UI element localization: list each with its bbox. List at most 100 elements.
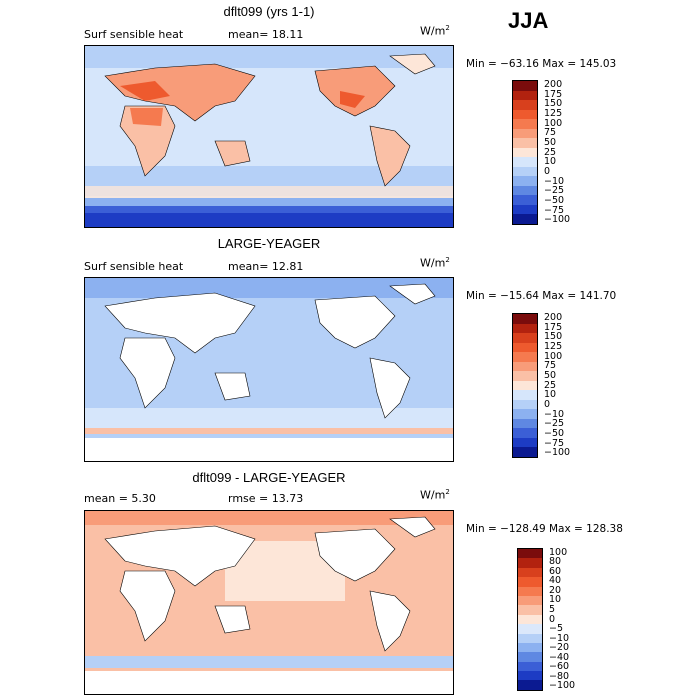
colorbar-tick-label: −60 [549, 661, 570, 673]
colorbar-tick-label: −75 [544, 437, 565, 449]
colorbar-swatch [513, 352, 537, 362]
colorbar-tick-label: 175 [544, 321, 563, 333]
colorbar-swatch [513, 119, 537, 129]
colorbar-swatch [513, 166, 537, 177]
colorbar-tick-label: −5 [549, 623, 564, 635]
colorbar-tick-label: −80 [549, 670, 570, 682]
colorbar-swatch [513, 128, 537, 139]
colorbar-swatch [513, 333, 537, 343]
panel-3-minmax: Min = −128.49 Max = 128.38 [466, 523, 623, 535]
colorbar-tick-label: 100 [544, 350, 563, 362]
colorbar-tick-label: 10 [544, 389, 557, 401]
panel-2-map-svg [85, 278, 453, 461]
panel-2-units: W/m2 [420, 256, 450, 270]
colorbar-tick-label: 50 [544, 369, 557, 381]
colorbar-swatch [518, 577, 542, 587]
colorbar-tick-label: 175 [544, 88, 563, 100]
colorbar-tick-label: −100 [544, 447, 571, 459]
colorbar-swatch [518, 595, 542, 606]
colorbar-swatch [513, 342, 537, 353]
colorbar-tick-label: −20 [549, 642, 570, 654]
panel-3-colorbar-labels: 100 80 60 40 20 10 5 0 −5 −10 −20 −40 −60 −80 −100 [549, 546, 589, 692]
colorbar-swatch [518, 652, 542, 662]
colorbar-swatch [518, 614, 542, 625]
colorbar-tick-label: −10 [544, 408, 565, 420]
panel-2-minmax: Min = −15.64 Max = 141.70 [466, 290, 617, 302]
panel-2-field-label: Surf sensible heat [84, 260, 184, 273]
panel-1-colorbar [512, 80, 538, 225]
colorbar-swatch [513, 399, 537, 410]
colorbar-tick-label: −100 [549, 680, 576, 692]
colorbar-tick-label: −40 [549, 651, 570, 663]
panel-1-title: dflt099 (yrs 1-1) [223, 4, 315, 19]
colorbar-tick-label: 40 [549, 575, 562, 587]
colorbar-swatch [518, 633, 542, 643]
colorbar-tick-label: −25 [544, 418, 565, 430]
panel-3-units: W/m2 [420, 488, 450, 502]
colorbar-tick-label: 0 [549, 613, 556, 625]
colorbar-tick-label: 25 [544, 379, 557, 391]
colorbar-swatch [513, 447, 537, 457]
colorbar-tick-label: −50 [544, 194, 565, 206]
colorbar-tick-label: 75 [544, 127, 557, 139]
colorbar-swatch [518, 624, 542, 634]
colorbar-swatch [518, 605, 542, 615]
colorbar-tick-label: −75 [544, 204, 565, 216]
colorbar-tick-label: 125 [544, 340, 563, 352]
colorbar-tick-label: 150 [544, 331, 563, 343]
colorbar-swatch [513, 437, 537, 448]
colorbar-swatch [518, 567, 542, 578]
panel-3-colorbar [517, 548, 543, 691]
colorbar-tick-label: 100 [544, 117, 563, 129]
panel-1-map-svg [85, 46, 453, 227]
colorbar-swatch [513, 109, 537, 120]
colorbar-swatch [513, 185, 537, 196]
colorbar-swatch [518, 680, 542, 690]
colorbar-tick-label: 200 [544, 78, 563, 90]
colorbar-swatch [513, 214, 537, 224]
colorbar-swatch [518, 642, 542, 653]
colorbar-tick-label: 100 [549, 546, 568, 558]
colorbar-tick-label: 20 [549, 584, 562, 596]
panel-3-mean: mean = 5.30 [84, 492, 156, 505]
panel-3-map-svg [85, 511, 453, 694]
colorbar-tick-label: 10 [549, 594, 562, 606]
colorbar-swatch [513, 314, 537, 324]
panel-1-units: W/m2 [420, 24, 450, 38]
colorbar-tick-label: 0 [544, 165, 551, 177]
colorbar-tick-label: −50 [544, 427, 565, 439]
panel-3-rmse: rmse = 13.73 [228, 492, 304, 505]
colorbar-swatch [513, 147, 537, 158]
colorbar-tick-label: 150 [544, 98, 563, 110]
panel-3-title: dflt099 - LARGE-YEAGER [192, 470, 346, 485]
panel-2-colorbar-labels: 200 175 150 125 100 75 50 25 10 0 −10 −25 −50 −75 −100 [544, 311, 584, 459]
colorbar-swatch [518, 586, 542, 596]
colorbar-tick-label: −10 [544, 175, 565, 187]
colorbar-swatch [518, 558, 542, 568]
colorbar-swatch [518, 549, 542, 559]
colorbar-tick-label: −10 [549, 632, 570, 644]
panel-3-map [84, 510, 454, 695]
panel-1-minmax: Min = −63.16 Max = 145.03 [466, 58, 617, 70]
colorbar-swatch [513, 157, 537, 167]
colorbar-tick-label: 75 [544, 360, 557, 372]
colorbar-tick-label: 125 [544, 107, 563, 119]
colorbar-swatch [513, 418, 537, 429]
panel-1-field-label: Surf sensible heat [84, 28, 184, 41]
colorbar-tick-label: 200 [544, 311, 563, 323]
panel-2-colorbar [512, 313, 538, 458]
colorbar-tick-label: 60 [549, 565, 562, 577]
panel-2-map [84, 277, 454, 462]
colorbar-swatch [513, 100, 537, 110]
colorbar-tick-label: 5 [549, 603, 556, 615]
season-label: JJA [508, 8, 549, 33]
colorbar-tick-label: 10 [544, 156, 557, 168]
colorbar-swatch [513, 81, 537, 91]
colorbar-swatch [513, 361, 537, 372]
colorbar-swatch [513, 323, 537, 334]
colorbar-swatch [513, 90, 537, 101]
colorbar-tick-label: −100 [544, 214, 571, 226]
panel-2-mean: mean= 12.81 [228, 260, 304, 273]
colorbar-swatch [513, 138, 537, 148]
panel-2-title: LARGE-YEAGER [217, 236, 321, 251]
